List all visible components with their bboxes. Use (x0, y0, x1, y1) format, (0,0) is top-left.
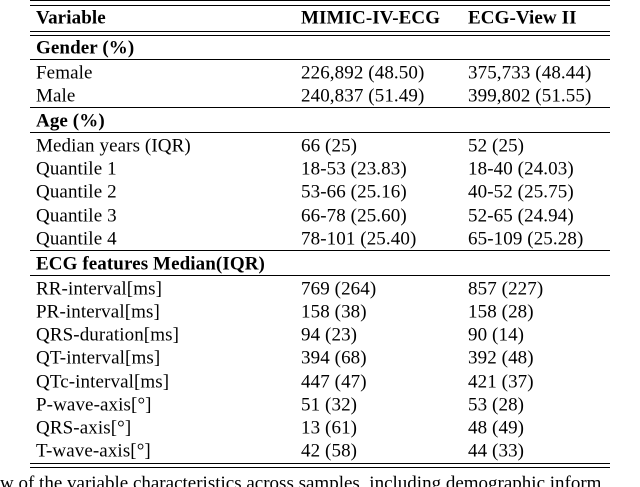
table-rule-top (30, 0, 610, 6)
table-row: PR-interval[ms] 158 (38) 158 (28) (30, 301, 610, 324)
variable-cell: RR-interval[ms] (36, 278, 163, 300)
ecgview-value-cell: 52 (25) (468, 135, 525, 157)
ecgview-value-cell: 399,802 (51.55) (468, 85, 592, 107)
table-row: T-wave-axis[°] 42 (58) 44 (33) (30, 440, 610, 463)
table-row: Quantile 4 78-101 (25.40) 65-109 (25.28) (30, 227, 610, 250)
variable-cell: QRS-axis[°] (36, 417, 132, 439)
table-rule (30, 275, 610, 277)
column-header-ecgview: ECG-View II (468, 7, 577, 29)
mimic-value-cell: 240,837 (51.49) (301, 85, 425, 107)
variable-cell: Quantile 2 (36, 181, 117, 203)
variable-cell: QT-interval[ms] (36, 347, 161, 369)
mimic-value-cell: 394 (68) (301, 347, 367, 369)
ecgview-value-cell: 421 (37) (468, 371, 534, 393)
table-row: QTc-interval[ms] 447 (47) 421 (37) (30, 370, 610, 393)
mimic-value-cell: 769 (264) (301, 278, 377, 300)
mimic-value-cell: 51 (32) (301, 394, 358, 416)
column-header-variable: Variable (36, 7, 106, 29)
ecgview-value-cell: 158 (28) (468, 301, 534, 323)
table-rule (30, 59, 610, 61)
table-rule-below-header (30, 30, 610, 36)
mimic-value-cell: 13 (61) (301, 417, 358, 439)
ecgview-value-cell: 40-52 (25.75) (468, 181, 574, 203)
ecgview-value-cell: 392 (48) (468, 347, 534, 369)
variable-cell: P-wave-axis[°] (36, 394, 152, 416)
ecgview-value-cell: 18-40 (24.03) (468, 158, 574, 180)
table-row: Median years (IQR) 66 (25) 52 (25) (30, 134, 610, 157)
mimic-value-cell: 66 (25) (301, 135, 358, 157)
table-column-header-row: Variable MIMIC-IV-ECG ECG-View II (30, 6, 610, 31)
section-header-label: Gender (%) (36, 37, 135, 58)
table-row: Male 240,837 (51.49) 399,802 (51.55) (30, 84, 610, 107)
variable-cell: Median years (IQR) (36, 135, 191, 157)
variable-cell: QTc-interval[ms] (36, 371, 170, 393)
ecgview-value-cell: 44 (33) (468, 440, 525, 462)
table-row: Quantile 2 53-66 (25.16) 40-52 (25.75) (30, 181, 610, 204)
variable-cell: Quantile 3 (36, 205, 117, 227)
section-header-label: ECG features Median(IQR) (36, 253, 265, 275)
table-rule-bottom (30, 462, 610, 469)
ecgview-value-cell: 65-109 (25.28) (468, 228, 584, 250)
section-header-label: Age (%) (36, 110, 105, 132)
table-row: P-wave-axis[°] 51 (32) 53 (28) (30, 393, 610, 416)
table-row: Quantile 1 18-53 (23.83) 18-40 (24.03) (30, 158, 610, 181)
ecgview-value-cell: 48 (49) (468, 417, 525, 439)
table-rule (30, 107, 610, 109)
variable-cell: Quantile 4 (36, 228, 117, 250)
mimic-value-cell: 78-101 (25.40) (301, 228, 417, 250)
table-rule (30, 132, 610, 134)
variable-cell: Female (36, 62, 93, 84)
mimic-value-cell: 66-78 (25.60) (301, 205, 407, 227)
mimic-value-cell: 18-53 (23.83) (301, 158, 407, 180)
mimic-value-cell: 94 (23) (301, 324, 358, 346)
table-row: Quantile 3 66-78 (25.60) 52-65 (24.94) (30, 204, 610, 227)
table-rule (30, 250, 610, 252)
table-row: RR-interval[ms] 769 (264) 857 (227) (30, 277, 610, 300)
variable-cell: QRS-duration[ms] (36, 324, 180, 346)
ecgview-value-cell: 90 (14) (468, 324, 525, 346)
table-row: QRS-axis[°] 13 (61) 48 (49) (30, 416, 610, 439)
characteristics-table: Variable MIMIC-IV-ECG ECG-View II Gender… (30, 0, 610, 469)
mimic-value-cell: 53-66 (25.16) (301, 181, 407, 203)
ecgview-value-cell: 53 (28) (468, 394, 525, 416)
mimic-value-cell: 42 (58) (301, 440, 358, 462)
variable-cell: Male (36, 85, 76, 107)
mimic-value-cell: 447 (47) (301, 371, 367, 393)
table-row: QT-interval[ms] 394 (68) 392 (48) (30, 347, 610, 370)
table-row: Female 226,892 (48.50) 375,733 (48.44) (30, 61, 610, 84)
column-header-mimic: MIMIC-IV-ECG (301, 7, 441, 29)
variable-cell: T-wave-axis[°] (36, 440, 151, 462)
ecgview-value-cell: 857 (227) (468, 278, 544, 300)
ecgview-value-cell: 375,733 (48.44) (468, 62, 592, 84)
table-caption: w of the variable characteristics across… (0, 473, 602, 487)
variable-cell: Quantile 1 (36, 158, 117, 180)
table-row: QRS-duration[ms] 94 (23) 90 (14) (30, 324, 610, 347)
ecgview-value-cell: 52-65 (24.94) (468, 205, 574, 227)
mimic-value-cell: 226,892 (48.50) (301, 62, 425, 84)
section-header-ecg-features: ECG features Median(IQR) (30, 252, 610, 275)
section-header-age: Age (%) (30, 109, 610, 132)
variable-cell: PR-interval[ms] (36, 301, 160, 323)
mimic-value-cell: 158 (38) (301, 301, 367, 323)
section-header-gender: Gender (%) (30, 36, 610, 59)
